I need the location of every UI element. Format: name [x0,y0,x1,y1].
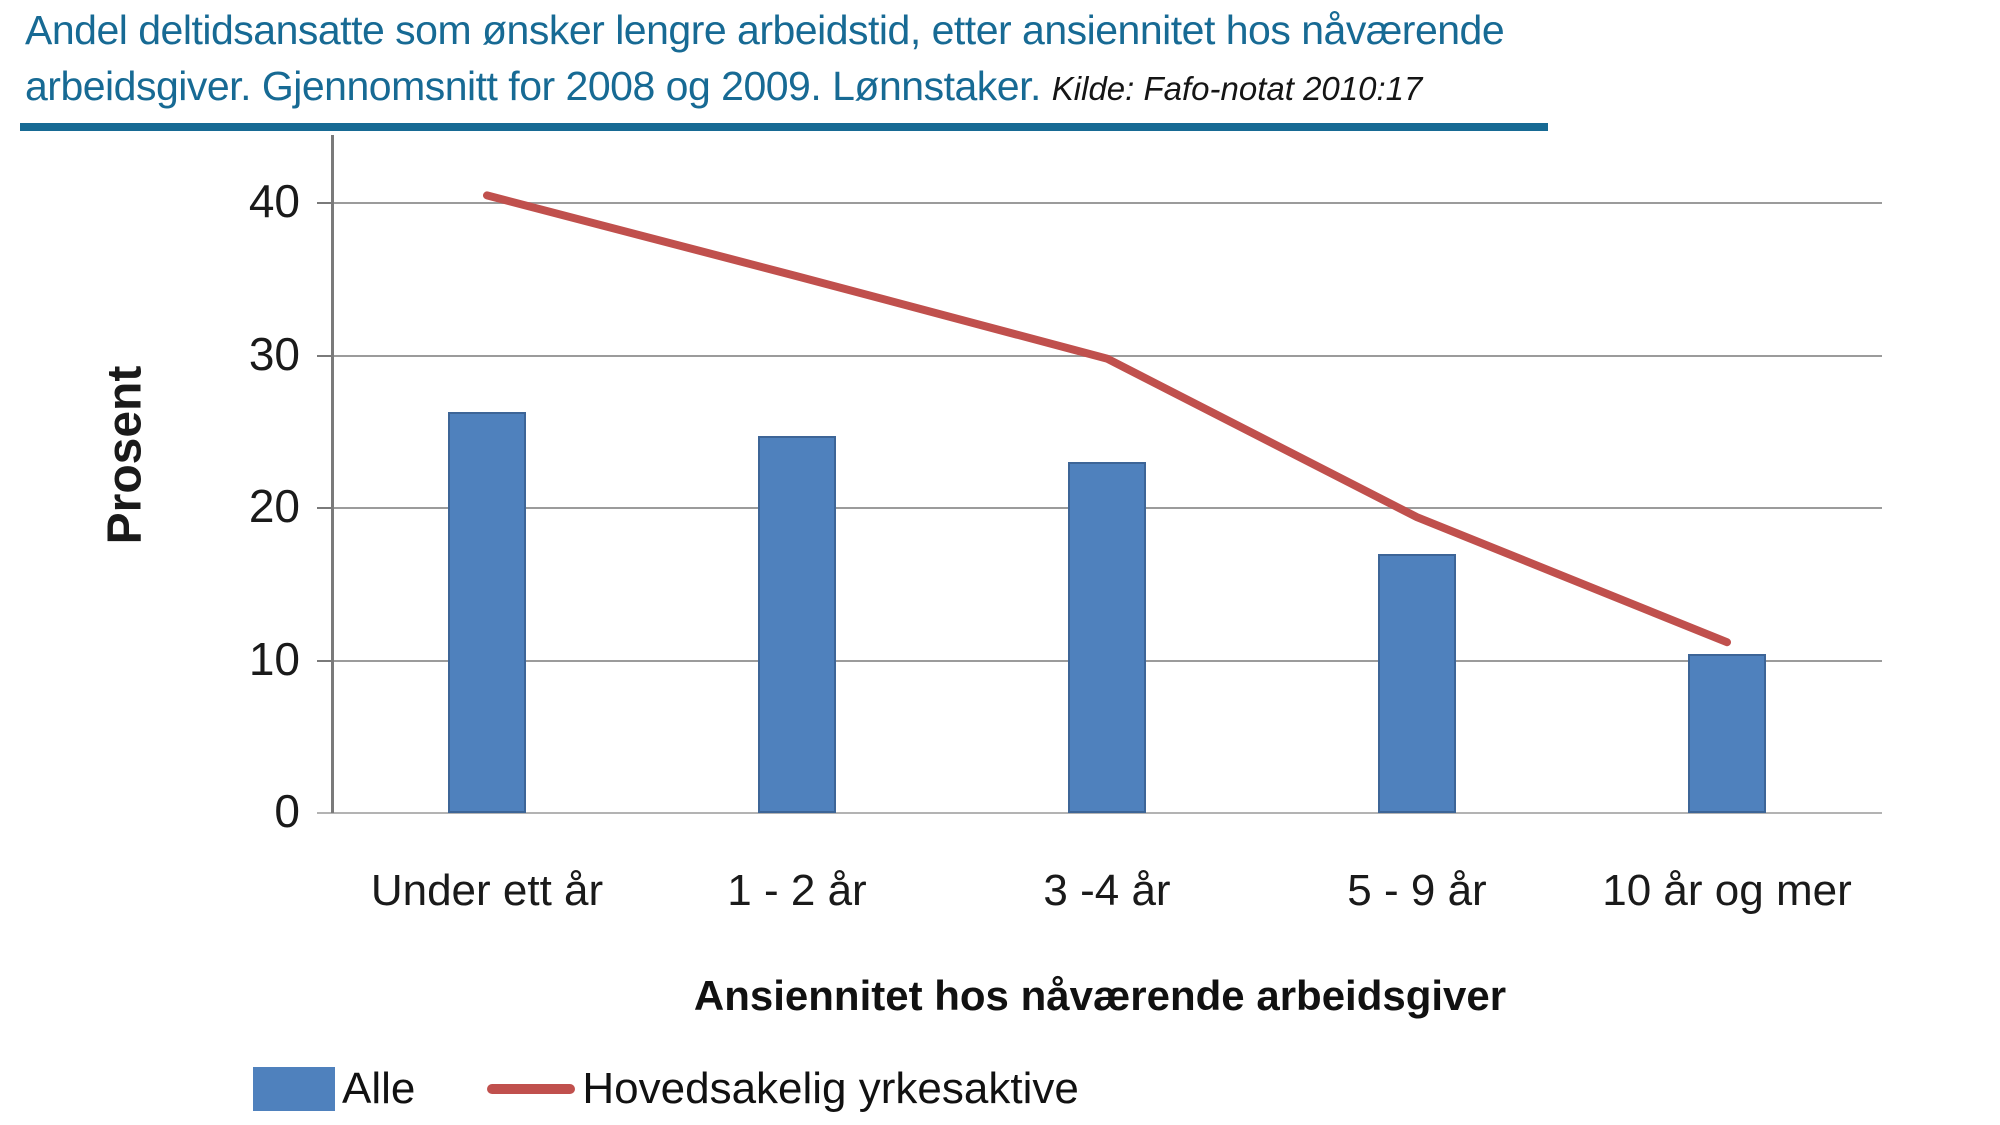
legend: Alle Hovedsakelig yrkesaktive [253,1064,1079,1114]
x-category-label-4: 10 år og mer [1602,866,1852,915]
x-axis-title: Ansiennitet hos nåværende arbeidsgiver [693,972,1507,1019]
source-citation: Kilde: Fafo-notat 2010:17 [1051,70,1423,107]
y-tickmark-40 [317,202,333,204]
bar-alle-1 [758,436,836,813]
legend-line-swatch [487,1084,576,1094]
y-tickmark-10 [317,659,333,662]
gridline-40 [332,202,1882,204]
line-series-path [483,191,1731,647]
x-category-label-3: 5 - 9 år [1347,866,1487,915]
legend-item-hovedsakelig-yrkesaktive: Hovedsakelig yrkesaktive [487,1064,1079,1114]
bar-alle-3 [1378,554,1456,813]
bar-alle-0 [448,412,526,813]
x-category-label-1: 1 - 2 år [727,866,867,915]
bar-alle-4 [1688,654,1766,813]
x-category-label-2: 3 -4 år [1043,866,1171,915]
chart-title-line1: Andel deltidsansatte som ønsker lengre a… [25,7,1505,53]
x-axis-baseline [317,812,1882,814]
y-tickmark-30 [317,354,333,357]
y-tickmark-20 [317,507,333,509]
legend-bar-swatch [253,1067,335,1111]
chart-title: Andel deltidsansatte som ønsker lengre a… [25,2,1975,117]
x-category-label-0: Under ett år [370,866,604,915]
y-tick-label-40: 40 [248,174,300,227]
y-tick-label-10: 10 [248,632,300,685]
legend-label: Alle [342,1064,416,1113]
y-axis-line [331,135,334,813]
legend-label: Hovedsakelig yrkesaktive [582,1064,1079,1113]
legend-item-alle: Alle [253,1064,415,1114]
y-tick-label-20: 20 [248,479,300,532]
y-tick-label-0: 0 [274,784,300,837]
y-tick-label-30: 30 [248,327,300,380]
chart-title-line2: arbeidsgiver. Gjennomsnitt for 2008 og 2… [25,63,1041,109]
bar-alle-2 [1068,462,1146,813]
y-axis-title: Prosent [98,365,152,545]
title-underline-rule [20,123,1548,131]
